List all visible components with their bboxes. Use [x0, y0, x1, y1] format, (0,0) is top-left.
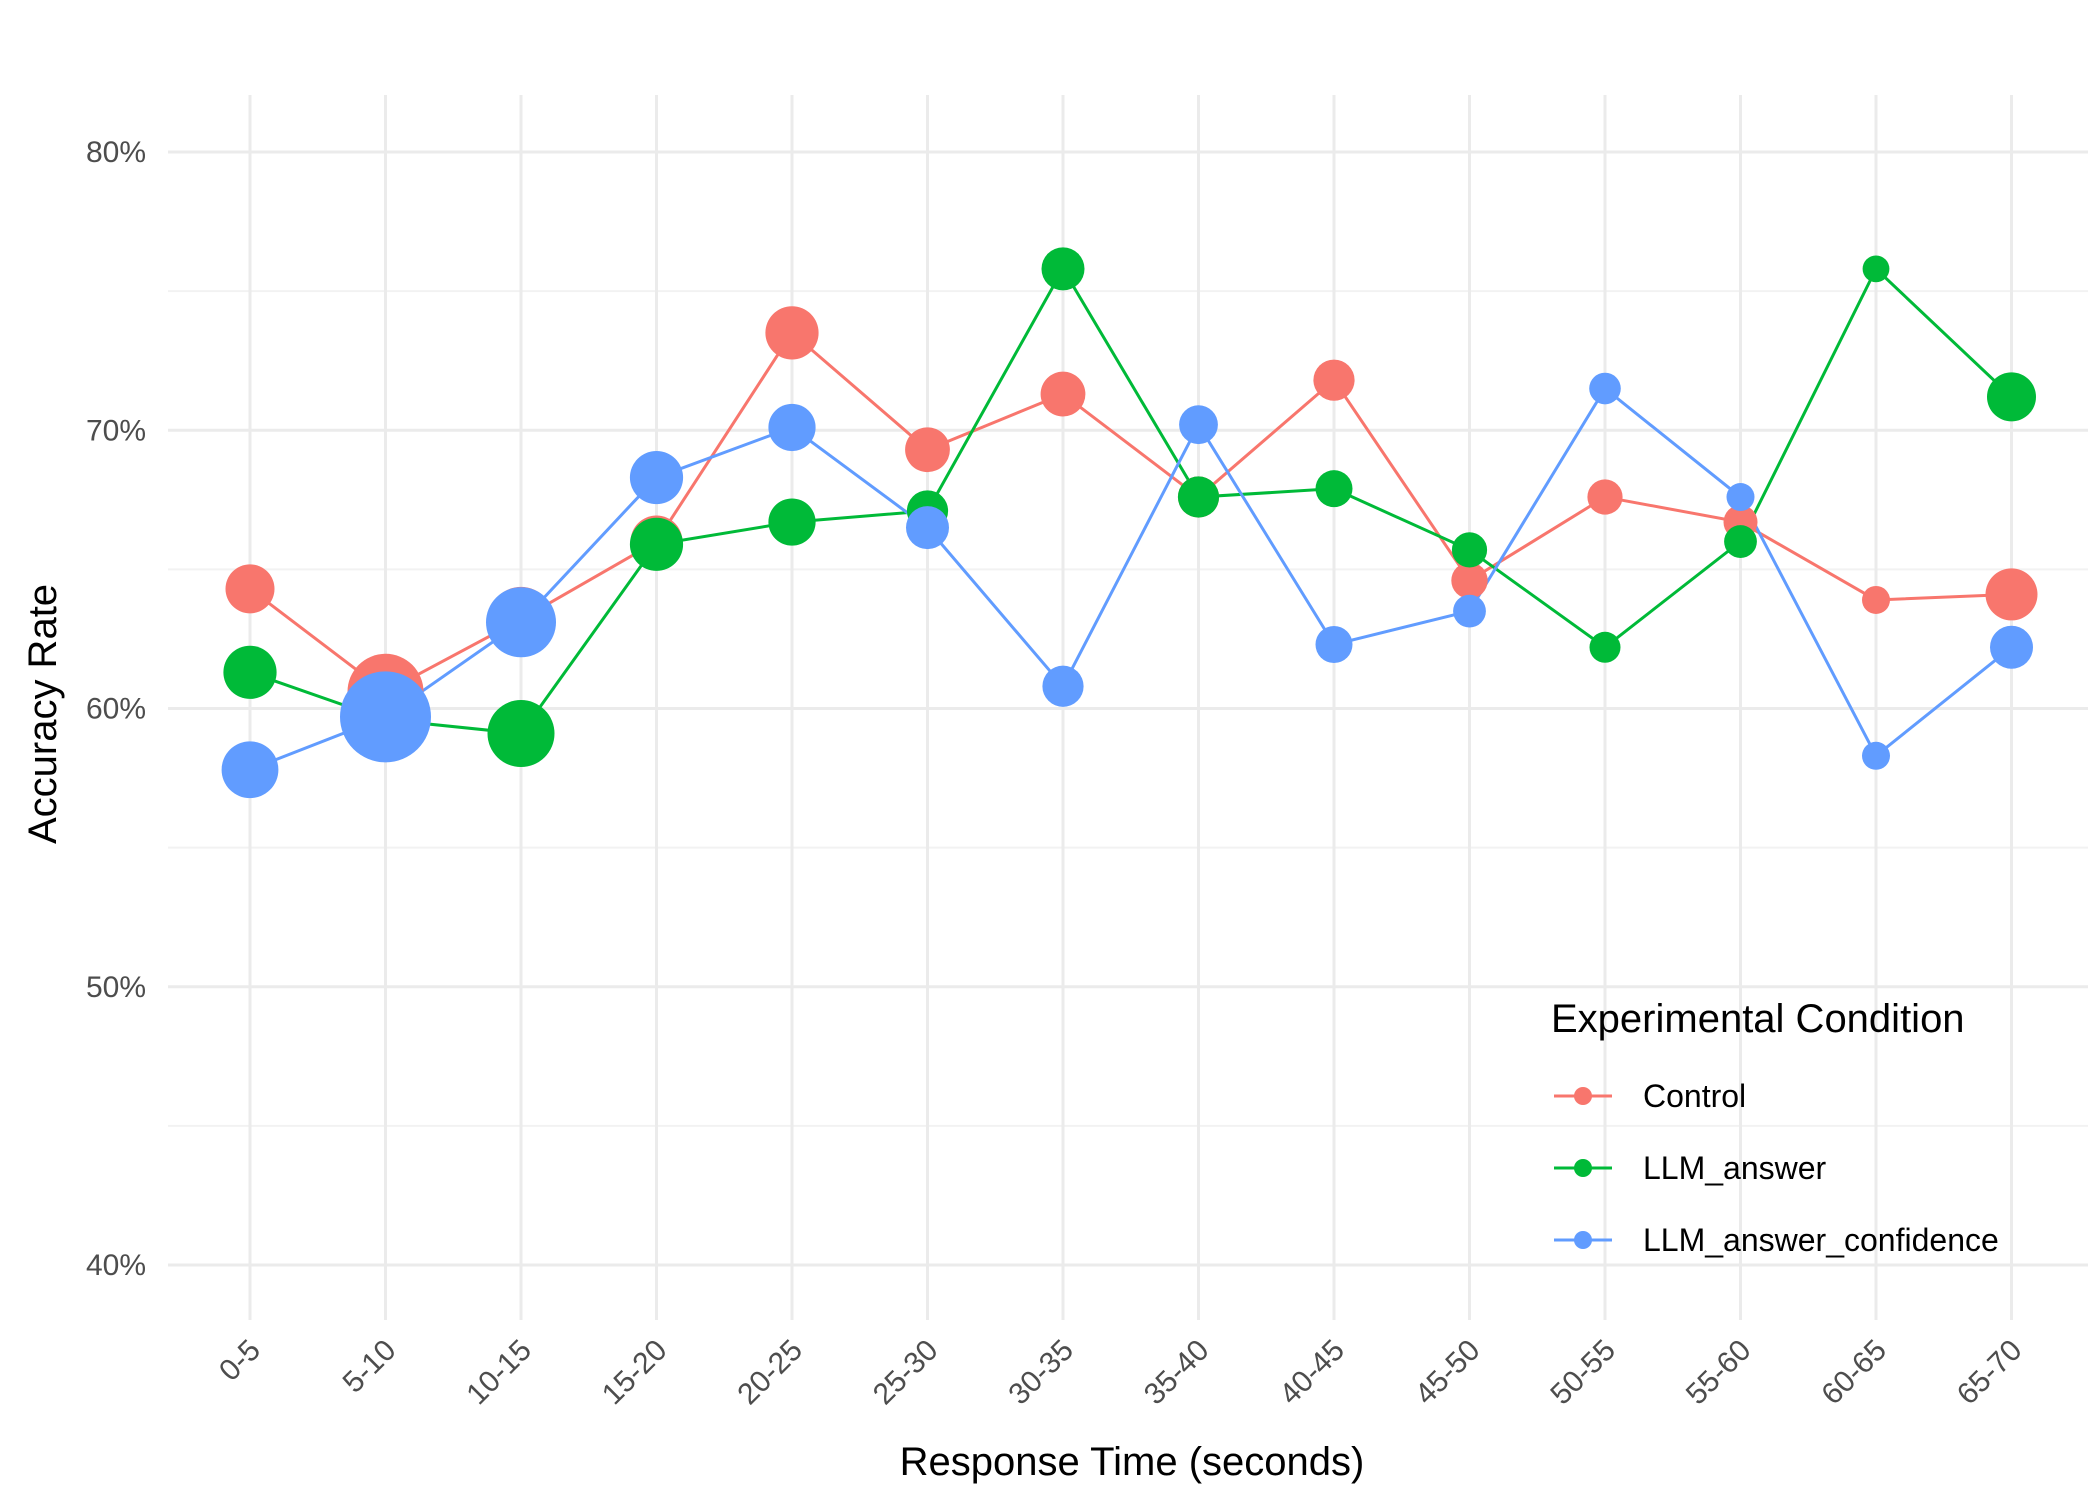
x-tick-label: 60-65	[1815, 1334, 1893, 1412]
legend-item: LLM_answer	[1554, 1150, 1827, 1186]
series-line-llm_answer	[249, 265, 2013, 736]
data-point-llm_answer	[223, 645, 277, 699]
x-tick-label: 0-5	[213, 1334, 267, 1388]
data-point-control	[1451, 562, 1488, 599]
x-tick-label: 55-60	[1680, 1334, 1758, 1412]
x-tick-label: 5-10	[337, 1334, 403, 1400]
data-point-llm_answer_confidence	[221, 741, 279, 799]
data-point-llm_answer_confidence	[1315, 626, 1353, 664]
data-point-llm_answer_confidence	[1862, 741, 1890, 770]
data-point-control	[1985, 568, 2038, 621]
data-point-llm_answer_confidence	[768, 403, 816, 452]
y-tick-label: 50%	[86, 971, 146, 1004]
data-point-llm_answer_confidence	[1179, 405, 1218, 445]
x-tick-label: 50-55	[1544, 1334, 1622, 1412]
data-point-llm_answer_confidence	[1042, 665, 1084, 707]
data-point-llm_answer	[1987, 372, 2036, 422]
data-point-control	[1587, 479, 1623, 515]
data-point-llm_answer	[1041, 247, 1085, 291]
data-point-llm_answer_confidence	[906, 506, 949, 550]
data-point-llm_answer_confidence	[629, 450, 684, 505]
data-point-llm_answer	[487, 700, 555, 768]
x-tick-label: 45-50	[1409, 1334, 1487, 1412]
x-tick-label: 20-25	[731, 1334, 809, 1412]
x-tick-label: 25-30	[867, 1334, 945, 1412]
legend-item: Control	[1554, 1078, 1746, 1114]
y-axis: 40% 50% 60% 70% 80%	[86, 136, 146, 1282]
data-point-control	[905, 427, 950, 473]
legend-label: LLM_answer_confidence	[1643, 1222, 1999, 1258]
x-tick-label: 10-15	[460, 1334, 538, 1412]
data-point-llm_answer	[629, 517, 684, 571]
x-tick-label: 30-35	[1002, 1334, 1080, 1412]
x-tick-label: 35-40	[1138, 1334, 1216, 1412]
data-point-llm_answer	[1724, 525, 1757, 558]
grid	[168, 95, 2088, 1320]
data-point-llm_answer	[768, 498, 816, 546]
y-tick-label: 60%	[86, 693, 146, 726]
data-point-llm_answer_confidence	[1990, 625, 2033, 669]
x-tick-label: 65-70	[1951, 1334, 2029, 1412]
data-point-llm_answer_confidence	[1453, 594, 1486, 628]
series-layer	[221, 247, 2038, 799]
data-point-llm_answer	[1315, 470, 1353, 508]
data-point-llm_answer	[1862, 255, 1890, 283]
y-tick-label: 70%	[86, 414, 146, 447]
data-point-llm_answer_confidence	[486, 587, 556, 658]
legend-label: LLM_answer	[1643, 1150, 1827, 1186]
data-point-llm_answer	[1451, 532, 1488, 568]
series-points	[221, 247, 2038, 799]
legend-key-point	[1574, 1159, 1592, 1177]
x-tick-label: 40-45	[1273, 1334, 1351, 1412]
legend-item: LLM_answer_confidence	[1554, 1222, 1999, 1258]
x-tick-label: 15-20	[596, 1334, 674, 1412]
data-point-control	[225, 564, 275, 614]
x-axis: 0-5 5-10 10-15 15-20 20-25 25-30 30-35 35-40 40-…	[213, 1334, 2028, 1412]
data-point-control	[1040, 371, 1086, 417]
data-point-llm_answer_confidence	[1589, 372, 1621, 405]
legend-key-point	[1574, 1087, 1592, 1105]
y-axis-title: Accuracy Rate	[21, 584, 65, 844]
data-point-llm_answer	[1589, 631, 1621, 663]
legend: Experimental Condition Control LLM_answer…	[1551, 997, 1999, 1258]
y-tick-label: 40%	[86, 1249, 146, 1282]
data-point-control	[1313, 359, 1355, 401]
data-point-llm_answer_confidence	[1726, 483, 1755, 512]
data-point-llm_answer_confidence	[340, 671, 431, 763]
legend-label: Control	[1643, 1078, 1746, 1114]
y-tick-label: 80%	[86, 136, 146, 169]
data-point-control	[1862, 585, 1890, 614]
legend-key-point	[1574, 1231, 1592, 1249]
legend-title: Experimental Condition	[1551, 997, 1965, 1041]
data-point-control	[765, 306, 819, 360]
x-axis-title: Response Time (seconds)	[900, 1440, 1365, 1484]
data-point-llm_answer	[1177, 476, 1220, 518]
